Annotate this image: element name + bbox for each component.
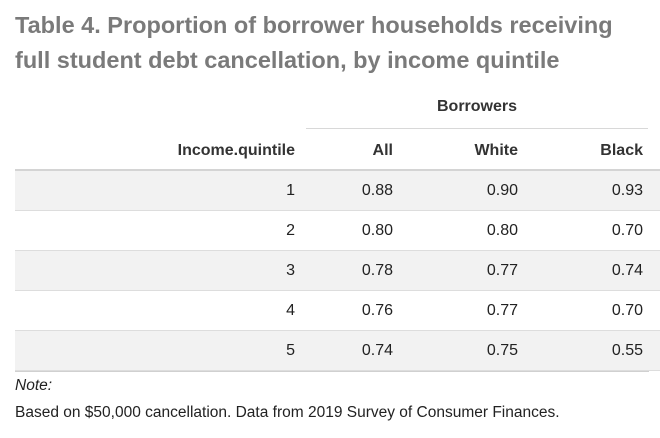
spanner-label-borrowers: Borrowers <box>436 98 518 115</box>
note-text: Based on $50,000 cancellation. Data from… <box>15 404 560 421</box>
cell-all: 0.76 <box>361 301 393 319</box>
cell-income-quintile: 4 <box>286 301 295 319</box>
cell-all: 0.88 <box>361 181 393 199</box>
cell-black: 0.70 <box>611 301 643 319</box>
table-footnote: Note: Based on $50,000 cancellation. Dat… <box>15 371 649 424</box>
cell-black: 0.70 <box>611 221 643 239</box>
cell-income-quintile: 3 <box>286 261 295 279</box>
cell-income-quintile: 5 <box>286 341 295 359</box>
cell-income-quintile: 2 <box>286 221 295 239</box>
cell-income-quintile: 1 <box>286 181 295 199</box>
table-row: 1 0.88 0.90 0.93 <box>15 171 660 211</box>
table-row: 5 0.74 0.75 0.55 <box>15 331 660 371</box>
cell-black: 0.55 <box>611 341 643 359</box>
cell-all: 0.74 <box>361 341 393 359</box>
cell-white: 0.80 <box>486 221 518 239</box>
header-black: Black <box>600 142 643 159</box>
cell-black: 0.93 <box>611 181 643 199</box>
header-all: All <box>372 142 393 159</box>
table-row: 3 0.78 0.77 0.74 <box>15 251 660 291</box>
cell-black: 0.74 <box>611 261 643 279</box>
cell-white: 0.90 <box>486 181 518 199</box>
cell-white: 0.77 <box>486 301 518 319</box>
cell-white: 0.75 <box>486 341 518 359</box>
cell-all: 0.78 <box>361 261 393 279</box>
cell-white: 0.77 <box>486 261 518 279</box>
note-label: Note: <box>15 377 53 394</box>
table-row: 4 0.76 0.77 0.70 <box>15 291 660 331</box>
header-income-quintile: Income.quintile <box>177 142 295 159</box>
header-white: White <box>474 142 518 159</box>
table-row: 2 0.80 0.80 0.70 <box>15 211 660 251</box>
table-title: Table 4. Proportion of borrower househol… <box>15 12 613 73</box>
data-table: Income.quintile All White Black 1 0.88 0… <box>15 129 660 371</box>
table-header-row: Income.quintile All White Black <box>15 129 660 171</box>
column-spanner: Borrowers <box>306 90 648 129</box>
cell-all: 0.80 <box>361 221 393 239</box>
